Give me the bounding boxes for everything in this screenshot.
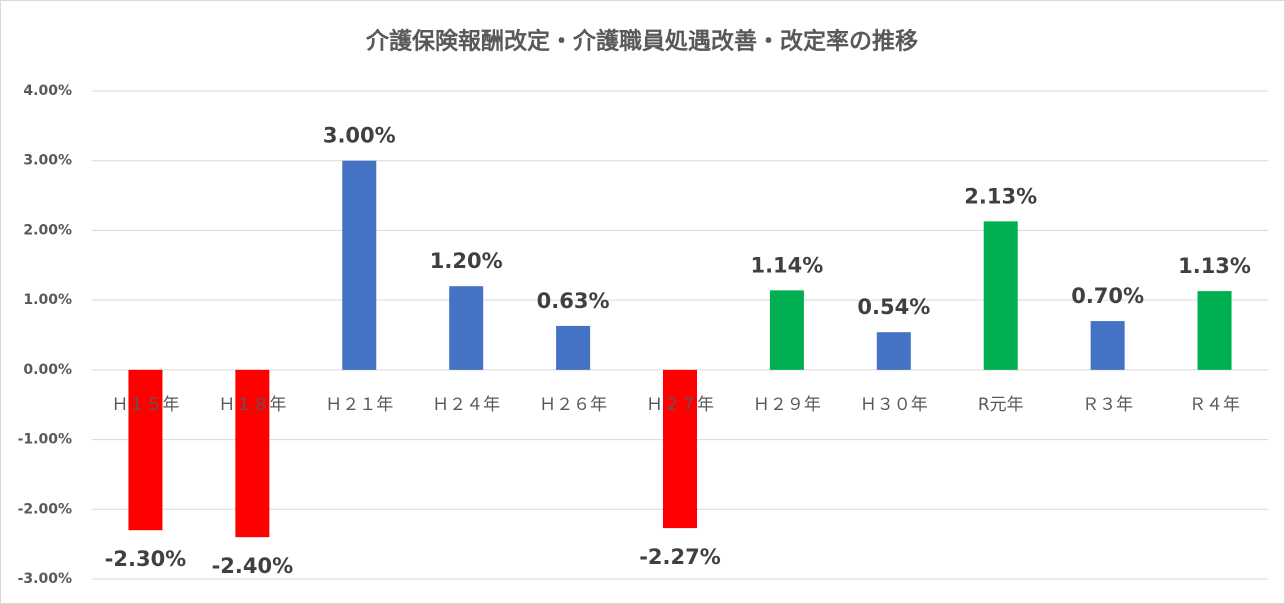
x-tick-label: Ｒ３年 xyxy=(1082,395,1133,415)
value-label: 2.13% xyxy=(964,184,1037,208)
value-label: 1.13% xyxy=(1178,254,1251,278)
value-label: 1.20% xyxy=(430,249,503,273)
x-tick-label: Ｈ３０年 xyxy=(860,395,928,415)
y-tick-label: 1.00% xyxy=(23,292,72,308)
x-tick-label: Ｈ２１年 xyxy=(325,395,393,415)
y-tick-label: 0.00% xyxy=(23,362,72,378)
bar xyxy=(663,369,697,529)
x-tick-label: Ｈ１５年 xyxy=(111,395,179,415)
bar xyxy=(128,369,163,531)
x-tick-label: Ｈ２４年 xyxy=(432,395,500,415)
bar xyxy=(449,286,484,370)
y-tick-label: -1.00% xyxy=(18,432,72,448)
x-tick-label: Ｒ４年 xyxy=(1189,395,1240,415)
bar xyxy=(876,332,911,370)
value-label: 0.54% xyxy=(857,295,930,319)
bar xyxy=(342,160,377,370)
bar xyxy=(983,221,1018,370)
bar xyxy=(235,369,270,538)
value-label: -2.27% xyxy=(639,545,721,569)
value-label: 1.14% xyxy=(750,253,823,277)
bar xyxy=(556,325,591,370)
x-tick-label: Ｈ２９年 xyxy=(753,395,821,415)
y-tick-label: -2.00% xyxy=(18,501,72,517)
y-tick-label: 2.00% xyxy=(23,222,72,238)
x-tick-label: Ｈ２７年 xyxy=(646,395,714,415)
bar xyxy=(1197,291,1232,370)
x-tick-label: Ｈ１８年 xyxy=(218,395,286,415)
y-tick-label: 4.00% xyxy=(23,83,72,99)
y-tick-label: 3.00% xyxy=(23,153,72,169)
value-label: -2.40% xyxy=(212,554,294,578)
value-label: 3.00% xyxy=(323,124,396,148)
bar xyxy=(769,290,804,370)
x-tick-label: Ｈ２６年 xyxy=(539,395,607,415)
bar xyxy=(1090,321,1125,370)
value-label: 0.70% xyxy=(1071,284,1144,308)
y-tick-label: -3.00% xyxy=(18,571,72,587)
chart-title: 介護保険報酬改定・介護職員処遇改善・改定率の推移 xyxy=(365,28,918,55)
value-label: -2.30% xyxy=(105,547,187,571)
value-label: 0.63% xyxy=(537,289,610,313)
x-tick-label: R元年 xyxy=(978,395,1024,415)
